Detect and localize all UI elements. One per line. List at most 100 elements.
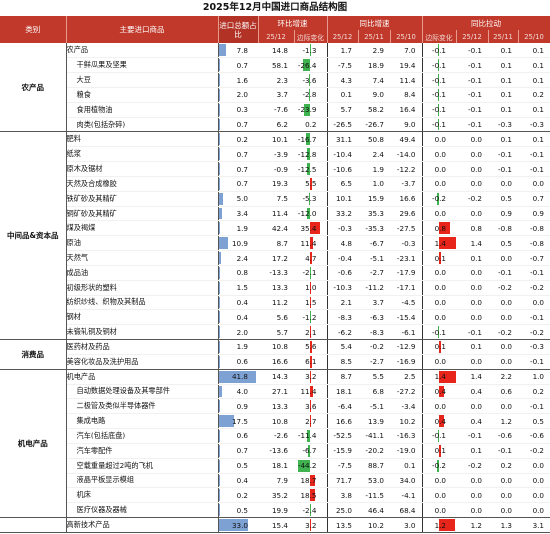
- mom-value: 10.8: [258, 413, 294, 430]
- mom-change-bar: [309, 74, 311, 86]
- pull-change-cell: 0.0: [422, 398, 457, 415]
- pull-2511: 0.0: [488, 398, 519, 415]
- yoy-2511: 1.9: [358, 161, 390, 177]
- mom-change-cell: 11.4: [294, 235, 328, 252]
- table-row: 肉类(包括杂碎) 0.7 6.2 0.2 -26.5 -26.7 9.0 -0.1 -0.1 -0…: [0, 117, 550, 133]
- pull-change-value: 0.0: [434, 134, 447, 144]
- share-cell: 0.7: [218, 443, 258, 459]
- pull-2512: -0.1: [456, 43, 489, 59]
- product-name: 医药材及药品: [66, 339, 219, 355]
- mom-change-value: -11.4: [297, 431, 317, 441]
- yoy-2511: 2.9: [358, 43, 390, 59]
- yoy-2511: 50.8: [358, 131, 390, 148]
- pull-change-bar: [439, 341, 441, 353]
- mom-change-bar: [308, 444, 311, 457]
- pull-2510: -0.1: [518, 354, 550, 370]
- mom-value: -0.9: [258, 161, 294, 177]
- yoy-2510: -27.2: [390, 384, 423, 400]
- yoy-2510: -23.1: [390, 250, 423, 266]
- pull-change-cell: -0.1: [422, 72, 457, 88]
- yoy-2511: 35.3: [358, 206, 390, 222]
- pull-change-value: 0.1: [434, 253, 447, 263]
- mom-value: 10.1: [258, 131, 294, 148]
- mom-value: 3.7: [258, 87, 294, 103]
- table-row: 钢材 0.4 5.6 -1.2 -8.3 -6.3 -15.4 0.0 0.0 0.0 -0.1: [0, 309, 550, 326]
- pull-2510: 0.1: [518, 131, 550, 148]
- share-value: 0.6: [236, 431, 248, 441]
- share-cell: 0.2: [218, 487, 258, 504]
- mom-value: 5.7: [258, 324, 294, 341]
- share-bar: [218, 44, 226, 57]
- mom-change-value: -5.3: [302, 194, 317, 204]
- pull-2511: 0.0: [488, 502, 519, 518]
- mom-value: -2.6: [258, 428, 294, 444]
- share-bar: [218, 252, 221, 264]
- share-bar: [218, 118, 220, 131]
- table-row: 原油 10.9 8.7 11.4 4.8 -6.7 -0.3 1.4 1.4 0.5 -0.8: [0, 235, 550, 252]
- share-value: 0.7: [236, 149, 248, 159]
- pull-2511: -0.6: [488, 428, 519, 444]
- pull-change-cell: 0.0: [422, 280, 457, 296]
- share-cell: 7.8: [218, 43, 258, 59]
- pull-change-cell: 1.4: [422, 369, 457, 385]
- share-cell: 0.5: [218, 502, 258, 518]
- pull-change-value: 1.4: [434, 238, 447, 248]
- mom-value: 18.1: [258, 458, 294, 474]
- mom-change-value: -44.2: [297, 461, 317, 471]
- pull-2512: -0.1: [456, 87, 489, 103]
- table-row: 原木及锯材 0.7 -0.9 -12.5 -10.6 1.9 -12.2 0.0 0.0 -0.1…: [0, 161, 550, 177]
- pull-2511: -0.1: [488, 161, 519, 177]
- yoy-2510: -17.9: [390, 265, 423, 281]
- pull-change-value: 0.0: [434, 490, 447, 500]
- yoy-2511: 15.9: [358, 191, 390, 207]
- yoy-2511: 46.4: [358, 502, 390, 518]
- pull-2511: 0.1: [488, 57, 519, 74]
- pull-change-value: 0.0: [434, 179, 447, 189]
- mom-change-cell: 1.5: [294, 295, 328, 311]
- pull-2512: 0.0: [456, 487, 489, 504]
- share-value: 0.6: [236, 357, 248, 367]
- share-value: 3.4: [236, 209, 248, 219]
- pull-2511: 0.1: [488, 102, 519, 118]
- pull-change-cell: 0.0: [422, 176, 457, 192]
- pull-2510: -0.8: [518, 220, 550, 237]
- mom-change-bar: [298, 459, 311, 472]
- pull-change-cell: 0.4: [422, 384, 457, 400]
- share-bar: [218, 163, 220, 175]
- category-cell: 消费品: [0, 339, 67, 370]
- import-structure-table: 类别 主要进口商品 进口总额占比 环比增速 同比增速 同比拉动 25/12 边际…: [0, 16, 550, 533]
- yoy-2511: 3.7: [358, 295, 390, 311]
- share-cell: 0.5: [218, 458, 258, 474]
- product-name: 汽车(包括底盘): [66, 428, 219, 444]
- pull-change-cell: 0.1: [422, 443, 457, 459]
- share-value: 2.0: [236, 90, 248, 100]
- mom-value: 2.3: [258, 72, 294, 88]
- category-cell: 中间品&资本品: [0, 131, 67, 341]
- pull-change-bar: [436, 459, 440, 472]
- table-row: 纺织纱线、织物及其制品 0.4 11.2 1.5 2.1 3.7 -4.5 0.0 0.0 0.0…: [0, 295, 550, 311]
- mom-change-cell: -16.7: [294, 131, 328, 148]
- pull-change-bar: [437, 103, 440, 116]
- pull-change-cell: 0.0: [422, 131, 457, 148]
- mom-change-value: 5.5: [305, 179, 317, 189]
- pull-2511: 0.0: [488, 309, 519, 326]
- pull-2511: -0.3: [488, 117, 519, 133]
- yoy-2511: 5.5: [358, 369, 390, 385]
- mom-change-bar: [307, 430, 311, 442]
- pull-2510: -0.8: [518, 235, 550, 252]
- header-category: 类别: [0, 16, 67, 43]
- pull-change-bar: [439, 370, 457, 383]
- mom-value: 10.8: [258, 339, 294, 355]
- mom-change-bar: [310, 519, 312, 531]
- share-bar: [218, 222, 221, 235]
- mom-change-bar: [310, 326, 311, 339]
- product-name: 二极管及类似半导体器件: [66, 398, 219, 415]
- pull-2512: 0.0: [456, 265, 489, 281]
- pull-2512: 0.0: [456, 309, 489, 326]
- yoy-2512: 71.7: [327, 473, 358, 489]
- product-name: 铁矿砂及其精矿: [66, 191, 219, 207]
- mom-change-value: -12.0: [297, 209, 317, 219]
- share-bar: [218, 385, 223, 398]
- pull-change-bar: [439, 415, 445, 428]
- pull-change-value: 0.0: [434, 505, 447, 515]
